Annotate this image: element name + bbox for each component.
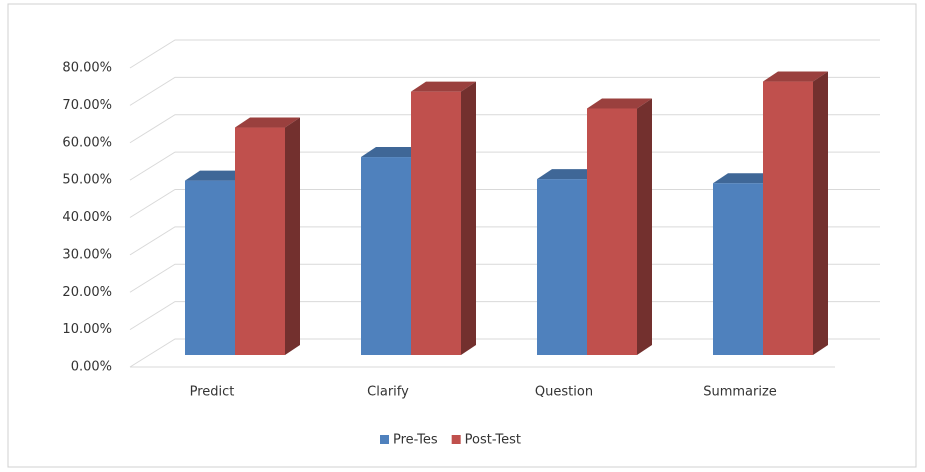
legend-label: Pre-Tes — [393, 433, 438, 448]
bar-front — [185, 180, 235, 355]
bar-front — [411, 91, 461, 356]
bar-side — [637, 98, 652, 355]
bar-front — [235, 127, 285, 355]
x-tick-label: Predict — [190, 385, 235, 400]
bar-front — [361, 157, 411, 355]
y-tick-label: 60.00% — [62, 135, 112, 150]
x-tick-label: Clarify — [367, 385, 409, 400]
bar-top — [361, 147, 426, 158]
y-tick-label: 80.00% — [62, 61, 112, 76]
bar-front — [763, 81, 813, 356]
bar-front — [587, 108, 637, 355]
bar — [411, 81, 476, 356]
bar-top — [587, 98, 652, 109]
bar — [235, 117, 300, 355]
y-tick-label: 0.00% — [71, 360, 112, 375]
bar-top — [411, 81, 476, 92]
bar-top — [763, 71, 828, 82]
y-tick-label: 40.00% — [62, 210, 112, 225]
legend-label: Post-Test — [465, 433, 521, 448]
bar-side — [285, 117, 300, 355]
bar-side — [813, 71, 828, 356]
y-tick-label: 10.00% — [62, 322, 112, 337]
bar-front — [537, 179, 587, 355]
bar — [587, 98, 652, 355]
y-tick-label: 30.00% — [62, 247, 112, 262]
x-tick-label: Question — [535, 385, 593, 400]
legend-swatch — [451, 435, 461, 444]
bar-front — [713, 183, 763, 355]
bar — [763, 71, 828, 356]
x-tick-label: Summarize — [703, 385, 777, 400]
bar-top — [185, 170, 250, 181]
bar-top — [537, 169, 602, 180]
y-tick-label: 20.00% — [62, 285, 112, 300]
legend-swatch — [380, 435, 389, 444]
y-tick-label: 70.00% — [62, 98, 112, 113]
bar-top — [235, 117, 300, 128]
bar-side — [461, 81, 476, 356]
y-tick-label: 50.00% — [62, 173, 112, 188]
grid-line — [129, 39, 880, 69]
bar-top — [713, 173, 778, 184]
grid-line — [129, 76, 880, 106]
